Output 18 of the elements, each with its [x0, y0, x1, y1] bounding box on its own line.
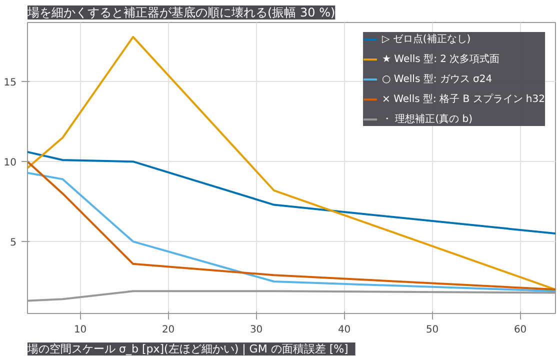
legend-label: ・ 理想補正(真の b): [382, 112, 473, 126]
line-series: [28, 36, 556, 291]
x-tick-label: 40: [338, 324, 351, 336]
x-tick-label: 20: [162, 324, 175, 336]
legend-label: ★ Wells 型: 2 次多項式面: [382, 52, 500, 66]
y-tick-label: 15: [4, 78, 17, 89]
x-tick-label: 30: [250, 324, 263, 336]
legend-label: ○ Wells 型: ガウス σ24: [382, 72, 492, 86]
x-tick-label: 60: [514, 324, 527, 336]
y-tick-label: 10: [4, 158, 17, 169]
legend-label: × Wells 型: 格子 B スプライン h32: [382, 92, 545, 106]
y-tick-label: 5: [10, 238, 17, 249]
line-series: [28, 151, 556, 235]
chart-title: 場を細かくすると補正器が基底の順に壊れる(振幅 30 %): [26, 6, 336, 20]
legend-label: ▷ ゼロ点(補正なし): [382, 32, 471, 46]
x-tick-label: 10: [74, 324, 87, 336]
x-axis-title: 場の空間スケール σ_b [px](左ほど細かい) | GM の面積誤差 [%]: [26, 342, 348, 356]
x-tick-label: 50: [426, 324, 439, 336]
